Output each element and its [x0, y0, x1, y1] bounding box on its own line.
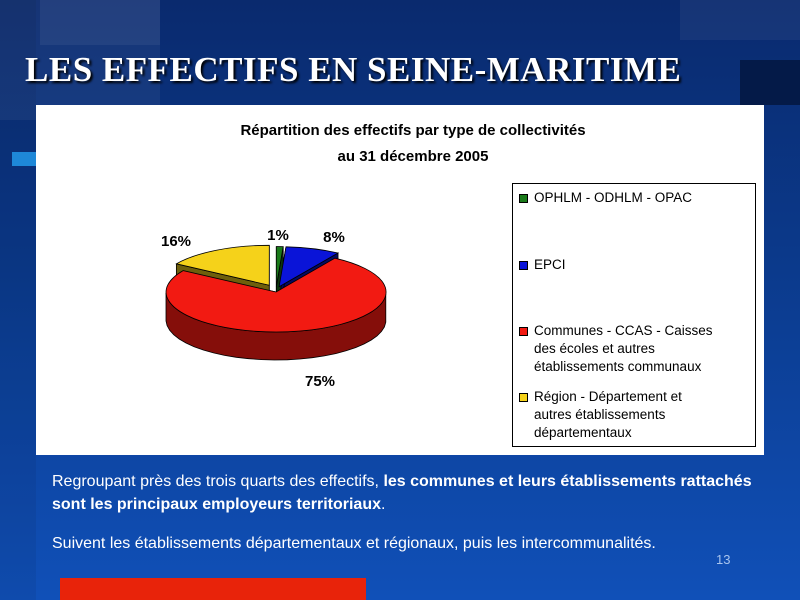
decorative-square [40, 0, 160, 45]
legend-label-line: EPCI [534, 257, 566, 272]
legend-swatch [519, 327, 528, 336]
decorative-bar [60, 578, 366, 600]
data-label: 8% [323, 229, 345, 246]
legend-item-communes: Communes - CCAS - Caisses des écoles et … [519, 322, 751, 376]
pie-chart: 1% 8% 75% 16% [161, 227, 387, 390]
slide-title: LES EFFECTIFS EN SEINE-MARITIME [25, 50, 682, 89]
chart-title: Répartition des effectifs par type de co… [240, 122, 586, 139]
pie-slice [165, 257, 387, 333]
pie-slice [278, 246, 340, 288]
followup-paragraph: Suivent les établissements départementau… [52, 535, 656, 552]
decorative-square [12, 152, 36, 166]
legend-label-line: OPHLM - ODHLM - OPAC [534, 190, 693, 205]
legend-label-line: départementaux [534, 425, 632, 440]
decorative-square [680, 0, 800, 40]
summary-paragraph: Regroupant près des trois quarts des eff… [52, 470, 752, 516]
data-label: 16% [161, 233, 191, 250]
legend-label-line: Région - Département et [534, 389, 682, 404]
background-stripe [0, 0, 36, 600]
legend-item-ophlm: OPHLM - ODHLM - OPAC [519, 189, 751, 207]
decorative-square [0, 0, 160, 120]
legend-label-line: Communes - CCAS - Caisses [534, 323, 713, 338]
pie-slice [275, 246, 284, 287]
legend-label: EPCI [534, 256, 566, 274]
chart-subtitle: au 31 décembre 2005 [337, 148, 489, 165]
legend-label-line: établissements communaux [534, 359, 702, 374]
legend-swatch [519, 393, 528, 402]
pie-tops [165, 244, 387, 333]
summary-highlight: les communes et leurs établissements rat… [52, 473, 752, 513]
legend-item-region: Région - Département et autres établisse… [519, 388, 751, 442]
data-label: 75% [305, 373, 335, 390]
page-number: 13 [716, 552, 731, 567]
pie-slice [175, 244, 270, 286]
legend-swatch [519, 194, 528, 203]
legend-swatch [519, 261, 528, 270]
legend-label: Communes - CCAS - Caisses des écoles et … [534, 322, 713, 376]
summary-text: Regroupant près des trois quarts des eff… [52, 473, 384, 490]
legend-label: Région - Département et autres établisse… [534, 388, 682, 442]
legend-label: OPHLM - ODHLM - OPAC [534, 189, 692, 207]
legend-label-line: autres établissements [534, 407, 666, 422]
data-label: 1% [267, 227, 289, 244]
decorative-square [740, 60, 800, 105]
summary-end: . [380, 496, 386, 513]
legend-label-line: des écoles et autres [534, 341, 655, 356]
legend-item-epci: EPCI [519, 256, 751, 274]
chart-panel: Répartition des effectifs par type de co… [36, 105, 764, 455]
chart-legend: OPHLM - ODHLM - OPAC EPCI Communes - CCA… [512, 183, 756, 447]
